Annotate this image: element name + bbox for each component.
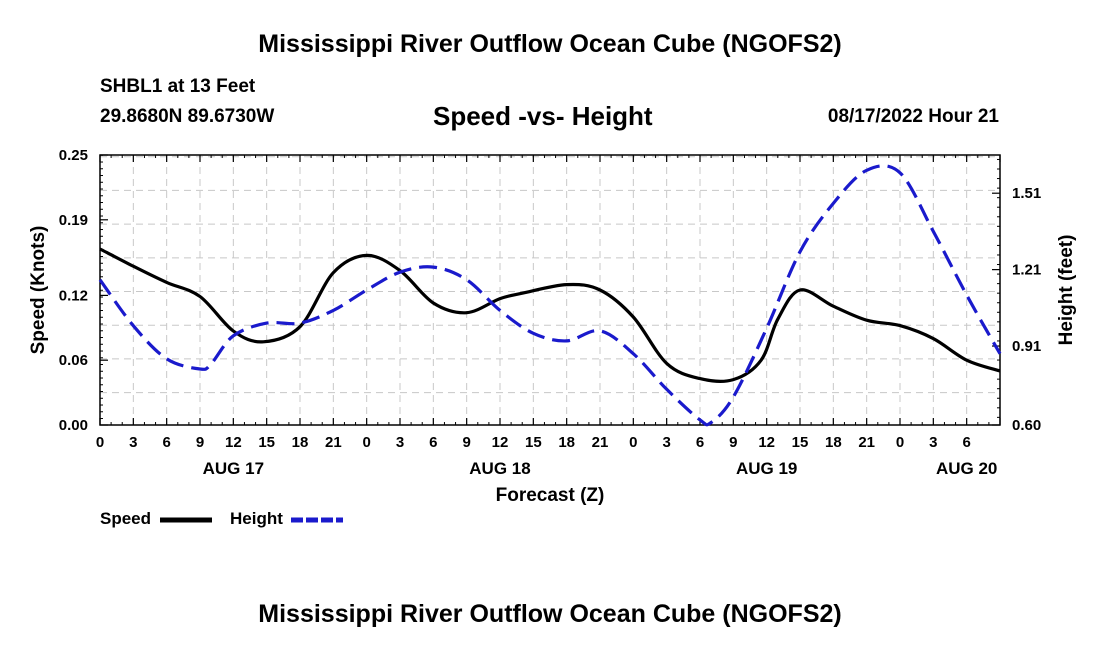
- x-tick-label: 12: [225, 434, 242, 451]
- date-label: AUG 19: [736, 459, 797, 478]
- x-tick-label: 18: [825, 434, 842, 451]
- forecast-datetime: 08/17/2022 Hour 21: [827, 106, 999, 127]
- x-tick-label: 9: [462, 434, 470, 451]
- page-title-repeat: Mississippi River Outflow Ocean Cube (NG…: [258, 600, 842, 628]
- x-tick-label: 0: [96, 434, 104, 451]
- legend-label-height: Height: [230, 509, 283, 528]
- y2-tick-label: 1.51: [1012, 185, 1041, 202]
- x-tick-label: 3: [929, 434, 937, 451]
- y2-axis-title: Height (feet): [1056, 235, 1077, 346]
- series-line-speed: [99, 247, 1001, 383]
- x-tick-label: 3: [396, 434, 404, 451]
- x-tick-label: 21: [325, 434, 342, 451]
- series-line-height: [98, 164, 1002, 427]
- page-title: Mississippi River Outflow Ocean Cube (NG…: [258, 30, 842, 58]
- station-label: SHBL1 at 13 Feet: [100, 76, 256, 97]
- x-tick-label: 21: [858, 434, 875, 451]
- date-label: AUG 18: [469, 459, 530, 478]
- y-tick-label: 0.25: [59, 147, 88, 164]
- x-axis-title: Forecast (Z): [496, 485, 605, 506]
- y-tick-label: 0.12: [59, 287, 88, 304]
- y2-tick-label: 0.60: [1012, 417, 1041, 434]
- date-label: AUG 17: [203, 459, 264, 478]
- x-tick-label: 6: [162, 434, 170, 451]
- x-tick-label: 3: [129, 434, 137, 451]
- x-tick-label: 6: [962, 434, 970, 451]
- date-label: AUG 20: [936, 459, 997, 478]
- x-tick-label: 3: [662, 434, 670, 451]
- x-tick-label: 9: [729, 434, 737, 451]
- x-tick-label: 0: [362, 434, 370, 451]
- x-tick-label: 18: [292, 434, 309, 451]
- y-axis-title: Speed (Knots): [28, 226, 49, 355]
- x-tick-label: 6: [696, 434, 704, 451]
- y2-tick-label: 0.91: [1012, 338, 1041, 355]
- y-tick-label: 0.06: [59, 352, 88, 369]
- y-tick-label: 0.00: [59, 417, 88, 434]
- y-tick-label: 0.19: [59, 212, 88, 229]
- legend-label-speed: Speed: [100, 509, 151, 528]
- y2-tick-label: 1.21: [1012, 262, 1041, 279]
- x-tick-label: 21: [592, 434, 609, 451]
- x-tick-label: 12: [758, 434, 775, 451]
- x-tick-label: 12: [492, 434, 509, 451]
- chart-subtitle: Speed -vs- Height: [433, 101, 653, 131]
- x-tick-label: 9: [196, 434, 204, 451]
- x-tick-label: 18: [558, 434, 575, 451]
- coordinates-label: 29.8680N 89.6730W: [100, 106, 275, 127]
- x-tick-label: 6: [429, 434, 437, 451]
- plot-frame: [99, 154, 1001, 426]
- x-tick-label: 15: [258, 434, 275, 451]
- x-tick-label: 15: [525, 434, 542, 451]
- x-tick-label: 0: [629, 434, 637, 451]
- x-tick-label: 0: [896, 434, 904, 451]
- x-tick-label: 15: [792, 434, 809, 451]
